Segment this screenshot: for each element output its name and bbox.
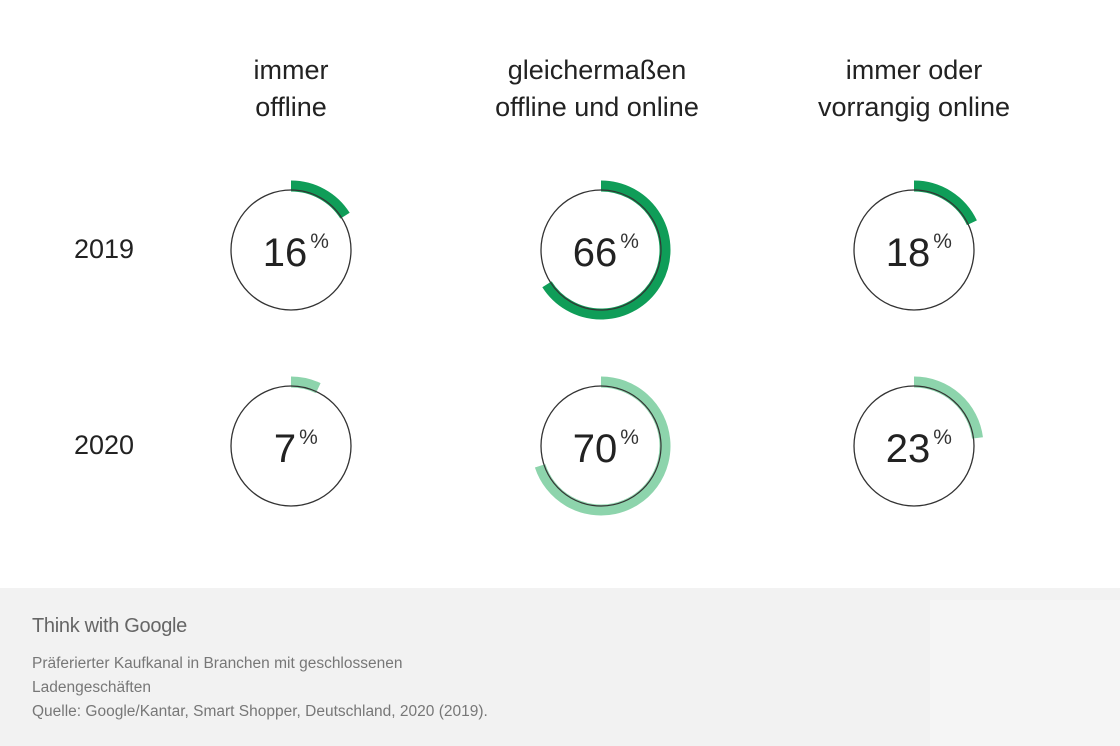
percent-sign: % — [620, 230, 639, 253]
column-header-line: offline — [255, 92, 327, 122]
column-header-line: immer oder — [845, 55, 983, 85]
footer-panel — [930, 600, 1120, 746]
percent-sign: % — [620, 426, 639, 449]
caption-line: Präferierter Kaufkanal in Branchen mit g… — [32, 655, 403, 672]
donut-outline-overlay — [290, 385, 317, 393]
row-label-2019: 2019 — [74, 234, 135, 264]
donut-outline-overlay — [913, 189, 969, 225]
column-header-online: immer oder vorrangig online — [764, 52, 1064, 126]
donut-outline-overlay — [913, 385, 975, 439]
column-header-line: gleichermaßen — [507, 55, 687, 85]
column-header-line: vorrangig online — [817, 92, 1011, 122]
donut-arc-2020-0 — [290, 376, 321, 394]
column-header-offline: immer offline — [141, 52, 441, 126]
donut-arc-2019-1 — [542, 180, 671, 320]
donut-arc-2019-2 — [913, 180, 977, 226]
row-label-2020: 2020 — [74, 430, 135, 460]
column-header-both: gleichermaßen offline und online — [447, 52, 747, 126]
value-label: 18 — [886, 231, 931, 275]
donut-grid: 16% 66% 18 %7% 70% 23% — [230, 180, 983, 516]
source-line: Quelle: Google/Kantar, Smart Shopper, De… — [32, 703, 488, 720]
caption-line: Ladengeschäften — [32, 679, 151, 696]
donut-arc-2020-1 — [534, 376, 671, 516]
column-header-line: offline und online — [495, 92, 699, 122]
value-label: 66 — [573, 231, 618, 275]
percent-sign: % — [310, 230, 329, 253]
donut-outline-overlay — [543, 385, 662, 507]
footer: Think with Google Präferierter Kaufkanal… — [0, 588, 1120, 746]
donut-arc-2019-0 — [290, 180, 350, 219]
donut-outline-overlay — [290, 189, 343, 219]
brand-logo-text: Think with Google — [32, 615, 187, 637]
value-label: 70 — [573, 427, 618, 471]
value-label: 7 — [274, 427, 296, 471]
donut-arc-2020-2 — [913, 376, 983, 439]
value-label: 16 — [263, 231, 308, 275]
caption: Präferierter Kaufkanal in Branchen mit g… — [32, 652, 592, 724]
percent-sign: % — [933, 426, 952, 449]
percent-sign: % — [299, 426, 318, 449]
percent-sign: % — [933, 230, 952, 253]
donut-outline-overlay — [549, 189, 662, 311]
column-header-line: immer — [253, 55, 329, 85]
value-label: 23 — [886, 427, 931, 471]
